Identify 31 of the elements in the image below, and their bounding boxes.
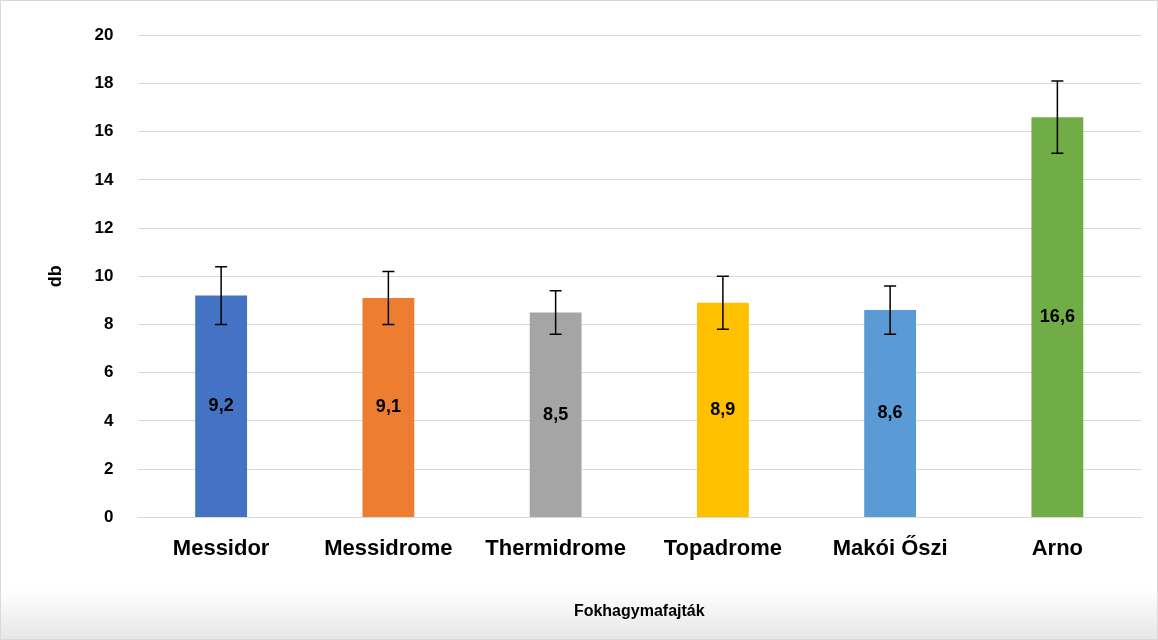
y-tick-label: 0 bbox=[104, 507, 114, 527]
y-tick-label: 2 bbox=[104, 458, 114, 478]
y-tick-label: 6 bbox=[104, 362, 114, 382]
y-tick-label: 20 bbox=[94, 24, 114, 44]
data-label: 8,9 bbox=[710, 398, 736, 419]
bar bbox=[195, 295, 248, 517]
y-tick-label: 10 bbox=[94, 265, 114, 285]
data-label: 8,5 bbox=[543, 403, 569, 424]
bar bbox=[696, 302, 749, 517]
x-axis-title: Fokhagymafajták bbox=[573, 601, 705, 619]
x-tick-label: Messidrome bbox=[324, 534, 453, 560]
bar bbox=[864, 310, 917, 517]
x-tick-label: Makói Őszi bbox=[832, 534, 948, 560]
data-label: 8,6 bbox=[877, 402, 903, 423]
x-tick-label: Thermidrome bbox=[485, 534, 626, 560]
y-axis-title: db bbox=[44, 265, 65, 288]
y-tick-label: 16 bbox=[94, 121, 114, 141]
data-label: 9,1 bbox=[375, 396, 401, 417]
x-tick-label: Messidor bbox=[172, 534, 270, 560]
data-label: 9,2 bbox=[208, 395, 234, 416]
bar bbox=[529, 312, 582, 517]
x-tick-label: Topadrome bbox=[663, 534, 782, 560]
y-tick-label: 12 bbox=[94, 217, 114, 237]
y-tick-label: 14 bbox=[94, 169, 115, 189]
data-label: 16,6 bbox=[1039, 306, 1075, 327]
y-tick-label: 8 bbox=[104, 314, 114, 334]
bar bbox=[362, 298, 415, 517]
x-tick-label: Arno bbox=[1031, 534, 1084, 560]
y-tick-label: 18 bbox=[94, 73, 114, 93]
bar bbox=[1031, 117, 1084, 517]
y-tick-label: 4 bbox=[104, 410, 115, 430]
